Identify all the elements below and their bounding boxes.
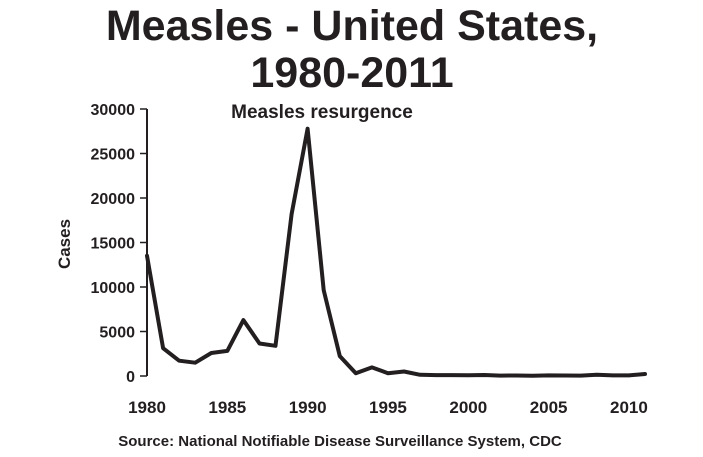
data-point bbox=[290, 212, 293, 216]
y-tick-label: 20000 bbox=[91, 191, 136, 208]
data-point bbox=[547, 374, 550, 377]
data-point bbox=[354, 372, 358, 375]
data-point bbox=[226, 349, 229, 353]
x-tick-label: 1995 bbox=[369, 398, 407, 417]
data-point bbox=[386, 372, 390, 375]
data-point bbox=[418, 373, 422, 376]
y-tick-label: 30000 bbox=[91, 102, 136, 119]
source-note: Source: National Notifiable Disease Surv… bbox=[118, 433, 562, 450]
y-tick-label: 25000 bbox=[91, 147, 136, 164]
series-line-measles-cases bbox=[145, 126, 647, 378]
chart-title-line-1: Measles - United States, bbox=[106, 2, 598, 50]
x-tick-label: 1985 bbox=[208, 398, 246, 417]
data-point bbox=[563, 374, 566, 377]
data-point bbox=[258, 342, 261, 345]
data-point bbox=[499, 374, 502, 377]
x-tick-label: 1990 bbox=[289, 398, 327, 417]
data-point bbox=[627, 374, 631, 377]
data-point bbox=[177, 359, 181, 362]
data-point bbox=[467, 374, 470, 377]
data-point bbox=[145, 254, 149, 257]
y-axis-ticks: 0 5000 10000 15000 20000 25000 30000 bbox=[91, 102, 147, 386]
data-point bbox=[595, 373, 599, 376]
data-point bbox=[161, 346, 165, 350]
data-point bbox=[643, 372, 647, 376]
x-tick-label: 1980 bbox=[128, 398, 166, 417]
x-tick-label: 2010 bbox=[610, 398, 648, 417]
x-axis-ticks: 1980 1985 1990 1995 2000 2005 2010 bbox=[128, 398, 648, 417]
data-point bbox=[451, 373, 454, 377]
data-point bbox=[322, 288, 325, 292]
data-point bbox=[515, 374, 518, 377]
data-point bbox=[242, 318, 245, 322]
data-point bbox=[210, 351, 213, 355]
data-point bbox=[611, 374, 615, 377]
annotation-measles-resurgence: Measles resurgence bbox=[231, 102, 413, 123]
data-point bbox=[370, 366, 374, 369]
data-point bbox=[274, 344, 277, 347]
data-point bbox=[434, 373, 438, 377]
y-tick-label: 5000 bbox=[99, 325, 135, 342]
y-axis-title: Cases bbox=[55, 219, 74, 269]
x-tick-label: 2005 bbox=[530, 398, 568, 417]
y-tick-label: 10000 bbox=[91, 280, 136, 297]
data-point bbox=[402, 370, 406, 373]
x-tick-label: 2000 bbox=[449, 398, 487, 417]
y-tick-label: 0 bbox=[126, 369, 135, 386]
series-layer bbox=[145, 126, 647, 378]
data-point bbox=[193, 361, 197, 364]
data-point bbox=[338, 354, 341, 358]
y-tick-label: 15000 bbox=[91, 236, 136, 253]
chart-title-line-2: 1980-2011 bbox=[250, 49, 453, 97]
data-point bbox=[306, 127, 309, 130]
data-point bbox=[531, 374, 534, 377]
data-point bbox=[483, 373, 486, 377]
data-point bbox=[579, 374, 582, 377]
